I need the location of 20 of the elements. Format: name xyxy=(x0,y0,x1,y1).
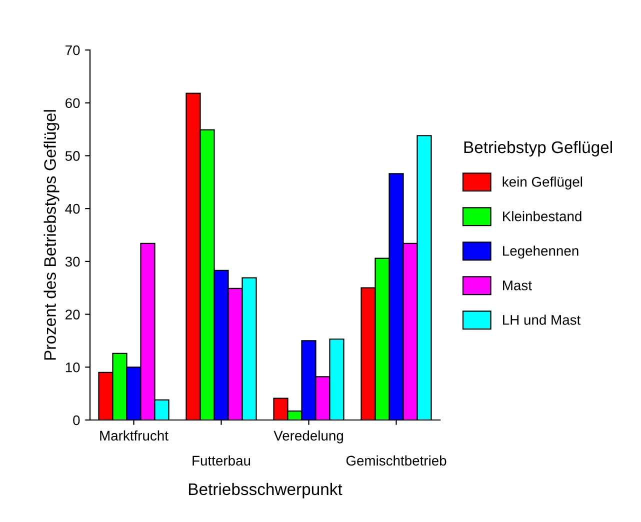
y-tick-label: 30 xyxy=(65,256,80,267)
legend-label: Kleinbestand xyxy=(503,211,582,222)
legend-title: Betriebstyp Geflügel xyxy=(464,140,612,156)
y-tick-label: 70 xyxy=(66,45,80,56)
x-tick-label: Gemischtbetrieb xyxy=(346,455,446,466)
x-axis-title: Betriebsschwerpunkt xyxy=(189,482,342,498)
legend-label: LH und Mast xyxy=(503,314,581,325)
y-tick-label: 50 xyxy=(65,151,80,161)
y-axis-title: Prozent des Betriebstyps Geflügel xyxy=(44,110,60,360)
y-tick-label: 20 xyxy=(66,310,80,320)
legend-label: kein Geflügel xyxy=(502,176,582,190)
y-tick-label: 10 xyxy=(66,362,80,372)
y-tick-label: 0 xyxy=(73,415,80,426)
y-tick-label: 40 xyxy=(65,204,80,214)
legend-label: Legehennen xyxy=(503,246,578,259)
x-tick-label: Marktfrucht xyxy=(100,430,168,441)
legend-label: Mast xyxy=(503,280,532,290)
y-tick-label: 60 xyxy=(66,98,80,108)
x-tick-label: Veredelung xyxy=(274,430,343,444)
x-tick-label: Futterbau xyxy=(192,455,250,466)
